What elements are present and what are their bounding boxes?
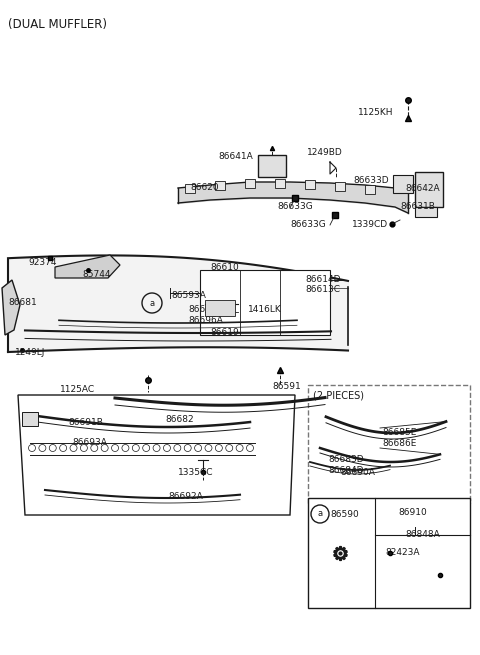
FancyBboxPatch shape [258,155,286,177]
Text: 1335CC: 1335CC [178,468,214,477]
Polygon shape [2,280,20,335]
FancyBboxPatch shape [308,385,470,503]
FancyBboxPatch shape [200,270,330,335]
Text: 86681: 86681 [8,298,37,307]
FancyBboxPatch shape [335,182,345,191]
Text: 86910: 86910 [398,508,427,517]
Text: 86633G: 86633G [290,220,326,229]
Text: 86633D: 86633D [353,176,389,185]
Polygon shape [55,255,120,278]
Text: 86692A: 86692A [168,492,203,501]
Text: 1249LJ: 1249LJ [15,348,46,357]
Text: 1125KH: 1125KH [358,108,394,117]
FancyBboxPatch shape [365,185,375,194]
FancyBboxPatch shape [275,179,285,188]
Text: 1416LK: 1416LK [248,305,282,314]
Text: 86683D: 86683D [328,455,364,464]
Text: 86696A: 86696A [188,316,223,325]
Text: 85744: 85744 [82,270,110,279]
Text: 86633G: 86633G [277,202,313,211]
FancyBboxPatch shape [22,412,38,426]
Text: 1249BD: 1249BD [307,148,343,157]
Text: 86631B: 86631B [400,202,435,211]
Text: 1339CD: 1339CD [352,220,388,229]
Text: 86685E: 86685E [382,428,416,437]
Text: 86590: 86590 [330,510,359,519]
Text: (2 PIECES): (2 PIECES) [313,390,364,400]
Text: 86614D: 86614D [305,275,340,284]
FancyBboxPatch shape [308,498,470,608]
Text: a: a [317,510,323,519]
FancyBboxPatch shape [245,179,255,188]
Text: 86684D: 86684D [328,466,363,475]
Text: 86848A: 86848A [405,530,440,539]
Text: 86693A: 86693A [72,438,107,447]
FancyBboxPatch shape [393,175,413,193]
Text: 86610: 86610 [210,263,239,272]
Text: 86686E: 86686E [382,439,416,448]
FancyBboxPatch shape [205,300,235,316]
Polygon shape [18,395,295,515]
FancyBboxPatch shape [415,207,437,217]
FancyBboxPatch shape [415,172,443,207]
Text: 86593A: 86593A [171,291,206,300]
Text: 86591: 86591 [272,382,301,391]
Text: 86641A: 86641A [218,152,253,161]
FancyBboxPatch shape [185,184,195,193]
FancyBboxPatch shape [215,181,225,190]
Text: 92374: 92374 [28,258,57,267]
Text: 86619: 86619 [210,328,239,337]
Text: 86690A: 86690A [340,468,375,477]
Text: 86620: 86620 [190,183,218,192]
Text: 86613C: 86613C [305,285,340,294]
Text: (DUAL MUFFLER): (DUAL MUFFLER) [8,18,107,31]
Text: a: a [149,299,155,307]
Text: 86695A: 86695A [188,305,223,314]
Text: 86682: 86682 [165,415,193,424]
Text: 82423A: 82423A [385,548,420,557]
FancyBboxPatch shape [305,180,315,189]
Text: 86642A: 86642A [405,184,440,193]
Text: 1125AC: 1125AC [60,385,95,394]
Text: 86691B: 86691B [68,418,103,427]
